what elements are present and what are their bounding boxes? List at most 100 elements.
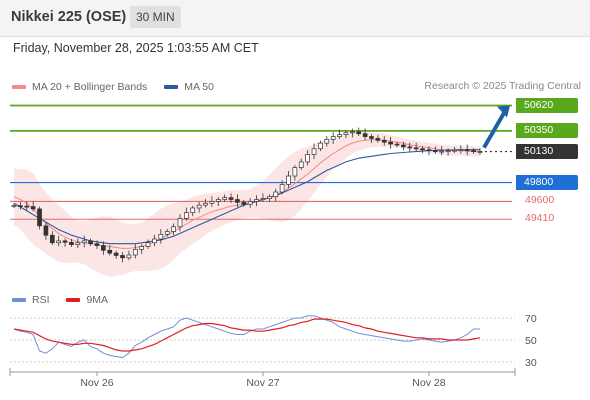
- candle-body: [439, 150, 445, 153]
- candle-body: [369, 136, 374, 139]
- candle-body: [279, 184, 285, 193]
- candle-body: [120, 255, 125, 259]
- candle-body: [381, 139, 387, 143]
- candle-body: [318, 142, 323, 150]
- candle-body: [164, 231, 170, 235]
- candle-body: [375, 138, 381, 141]
- time-label: Nov 26: [80, 377, 113, 389]
- candle-body: [132, 248, 138, 256]
- candle-body: [228, 197, 234, 200]
- candle-body: [49, 234, 55, 244]
- time-label: Nov 27: [246, 377, 279, 389]
- legend-item-ma50: MA 50: [164, 81, 214, 93]
- candle-body: [445, 150, 451, 152]
- price-label-49410: 49410: [525, 212, 555, 225]
- candle-body: [343, 132, 349, 136]
- legend-swatch-ma50: [164, 85, 179, 89]
- candle-body: [362, 133, 368, 137]
- candle-body: [426, 149, 432, 152]
- candle-body: [471, 150, 476, 152]
- candle-body: [407, 146, 413, 149]
- candle-body: [477, 151, 483, 153]
- candle-body: [260, 198, 266, 200]
- candle-body: [56, 240, 62, 244]
- candle-body: [152, 238, 157, 244]
- price-label-50620: 50620: [516, 98, 578, 114]
- datetime-label: Friday, November 28, 2025 1:03:55 AM CET: [13, 41, 259, 55]
- candle-body: [458, 149, 464, 152]
- candle-body: [43, 225, 49, 236]
- price-label-49600: 49600: [525, 194, 555, 207]
- candle-body: [413, 147, 419, 150]
- candle-body: [273, 191, 279, 198]
- candle-body: [75, 242, 81, 245]
- candle-body: [126, 254, 132, 259]
- candle-body: [18, 205, 23, 207]
- candle-body: [215, 199, 221, 202]
- legend-item-rsi-ma: 9MA: [66, 294, 108, 306]
- candle-body: [401, 144, 406, 148]
- candle-body: [30, 206, 36, 210]
- legend-swatch-bollinger: [12, 85, 26, 89]
- candle-body: [305, 154, 310, 163]
- interval-button[interactable]: 30 MIN: [130, 6, 181, 28]
- projection-arrow-head: [497, 105, 510, 118]
- candle-body: [158, 233, 164, 240]
- candle-body: [337, 134, 342, 137]
- candle-body: [171, 226, 176, 232]
- candle-body: [247, 201, 253, 205]
- candle-body: [464, 149, 470, 152]
- candle-body: [432, 150, 438, 152]
- rsi-level-label-70: 70: [525, 313, 537, 325]
- legend-swatch-rsi-ma: [66, 298, 81, 302]
- price-label-49800: 49800: [516, 175, 578, 191]
- candle-body: [101, 245, 106, 251]
- candle-body: [241, 201, 247, 205]
- projection-arrow: [482, 108, 508, 149]
- rsi-legend: RSI 9MA: [12, 293, 122, 306]
- candle-body: [203, 202, 208, 206]
- candle-body: [81, 240, 87, 244]
- candle-body: [292, 167, 298, 177]
- candle-body: [24, 205, 30, 208]
- candle-body: [222, 197, 228, 200]
- candle-body: [330, 136, 336, 140]
- candle-body: [356, 131, 362, 135]
- price-label-50130: 50130: [516, 144, 578, 160]
- legend-swatch-rsi: [12, 298, 26, 302]
- candle-body: [298, 161, 304, 168]
- candle-body: [184, 212, 189, 219]
- rsi-level-label-50: 50: [525, 335, 537, 347]
- candle-body: [324, 139, 330, 144]
- candle-body: [209, 201, 215, 204]
- price-legend: MA 20 + Bollinger Bands MA 50: [12, 80, 228, 93]
- chart-header: Nikkei 225 (OSE) 30 MIN: [0, 0, 590, 37]
- candle-body: [286, 175, 291, 185]
- rsi-line: [13, 315, 480, 359]
- instrument-title: Nikkei 225 (OSE): [11, 9, 127, 25]
- candle-body: [69, 241, 74, 245]
- candle-body: [349, 131, 355, 134]
- candle-body: [37, 208, 42, 227]
- candle-body: [107, 249, 113, 254]
- candle-body: [145, 242, 151, 247]
- time-label: Nov 28: [412, 377, 445, 389]
- candle-body: [266, 196, 272, 199]
- candle-body: [420, 148, 425, 151]
- candle-body: [113, 252, 119, 256]
- rsi-ma-line: [13, 318, 481, 352]
- candle-body: [139, 246, 145, 250]
- legend-label-rsi: RSI: [32, 294, 50, 306]
- price-label-50350: 50350: [516, 123, 578, 139]
- candle-body: [311, 148, 317, 155]
- candle-body: [394, 143, 400, 146]
- candle-body: [235, 199, 240, 203]
- candle-body: [62, 240, 68, 243]
- candle-body: [88, 240, 93, 245]
- legend-item-bollinger: MA 20 + Bollinger Bands: [12, 81, 147, 93]
- research-credit: Research © 2025 Trading Central: [424, 80, 581, 92]
- candle-body: [254, 199, 259, 202]
- candle-body: [177, 217, 183, 228]
- rsi-level-label-30: 30: [525, 357, 537, 369]
